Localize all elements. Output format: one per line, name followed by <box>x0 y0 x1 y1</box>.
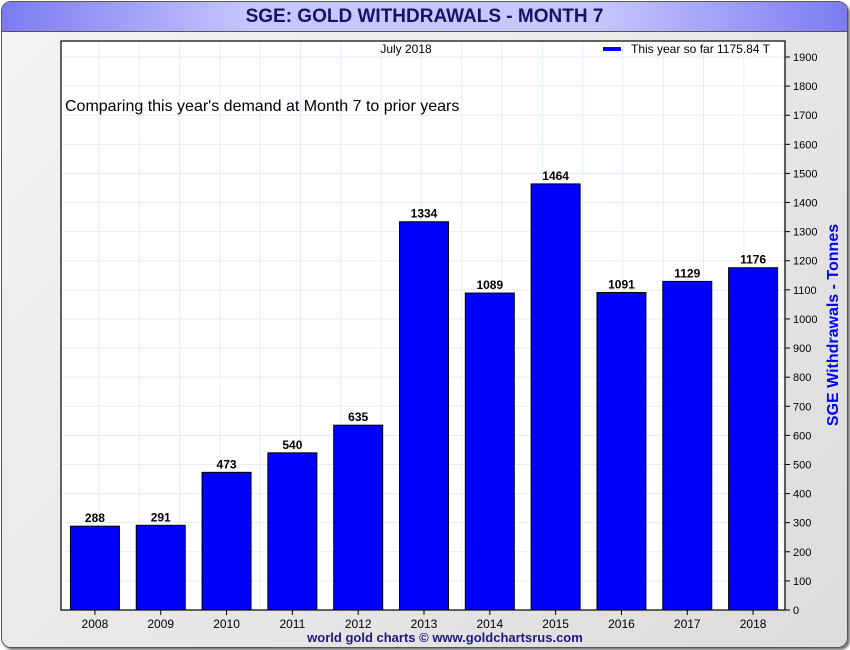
data-label: 288 <box>85 511 105 525</box>
bar <box>596 291 647 611</box>
y-tick-label: 100 <box>793 576 811 588</box>
y-tick-label: 1000 <box>793 314 817 326</box>
x-tick-label: 2016 <box>608 617 635 631</box>
y-tick-label: 500 <box>793 459 811 471</box>
y-tick-label: 1100 <box>793 285 817 297</box>
y-tick-label: 1900 <box>793 52 817 64</box>
bar <box>69 525 120 611</box>
bar <box>333 424 384 611</box>
bar <box>267 452 318 611</box>
data-label: 1129 <box>674 266 700 280</box>
x-tick-label: 2011 <box>279 617 305 631</box>
y-tick-label: 1400 <box>793 198 817 210</box>
data-label: 635 <box>348 410 368 424</box>
x-tick-label: 2010 <box>213 617 240 631</box>
data-label: 1089 <box>476 278 503 292</box>
y-tick-label: 1300 <box>793 227 817 239</box>
y-tick-label: 700 <box>793 401 811 413</box>
bar <box>399 221 449 611</box>
bar <box>464 292 515 611</box>
bar <box>135 524 186 611</box>
x-tick-label: 2018 <box>740 617 767 631</box>
x-tick-label: 2009 <box>147 617 174 631</box>
y-tick-label: 300 <box>793 518 811 530</box>
y-tick-label: 1600 <box>793 139 817 151</box>
x-tick-label: 2013 <box>411 617 438 631</box>
bar <box>201 471 252 611</box>
x-tick-label: 2014 <box>476 617 503 631</box>
x-tick-label: 2012 <box>345 617 372 631</box>
data-label: 1334 <box>411 207 438 221</box>
x-tick-label: 2017 <box>674 617 701 631</box>
y-tick-label: 600 <box>793 430 811 442</box>
data-label: 291 <box>151 510 171 524</box>
y-tick-label: 1200 <box>793 256 817 268</box>
footer-credit: world gold charts © www.goldchartsrus.co… <box>306 630 583 645</box>
legend-label: This year so far 1175.84 T <box>631 42 771 56</box>
plot-border <box>60 40 786 611</box>
y-tick-label: 200 <box>793 547 811 559</box>
y-tick-label: 900 <box>793 343 811 355</box>
chart-title: SGE: GOLD WITHDRAWALS - MONTH 7 <box>2 2 847 32</box>
bar <box>662 280 713 611</box>
data-label: 540 <box>282 438 302 452</box>
x-tick-label: 2008 <box>82 617 109 631</box>
x-tick-label: 2015 <box>542 617 569 631</box>
data-label: 1091 <box>608 277 635 291</box>
y-tick-label: 0 <box>793 605 799 617</box>
y-tick-label: 1500 <box>793 168 817 180</box>
chart-subtitle: July 2018 <box>380 42 432 56</box>
annotation: Comparing this year's demand at Month 7 … <box>65 98 459 115</box>
y-tick-label: 400 <box>793 489 811 501</box>
data-label: 1176 <box>740 253 766 267</box>
bar <box>728 267 779 611</box>
y-tick-label: 1700 <box>793 110 817 122</box>
y-tick-label: 1800 <box>793 81 817 93</box>
y-tick-label: 800 <box>793 372 811 384</box>
data-label: 473 <box>217 457 237 471</box>
bar <box>530 183 581 611</box>
y-axis-label: SGE Withdrawals - Tonnes <box>825 224 842 426</box>
data-label: 1464 <box>542 169 569 183</box>
